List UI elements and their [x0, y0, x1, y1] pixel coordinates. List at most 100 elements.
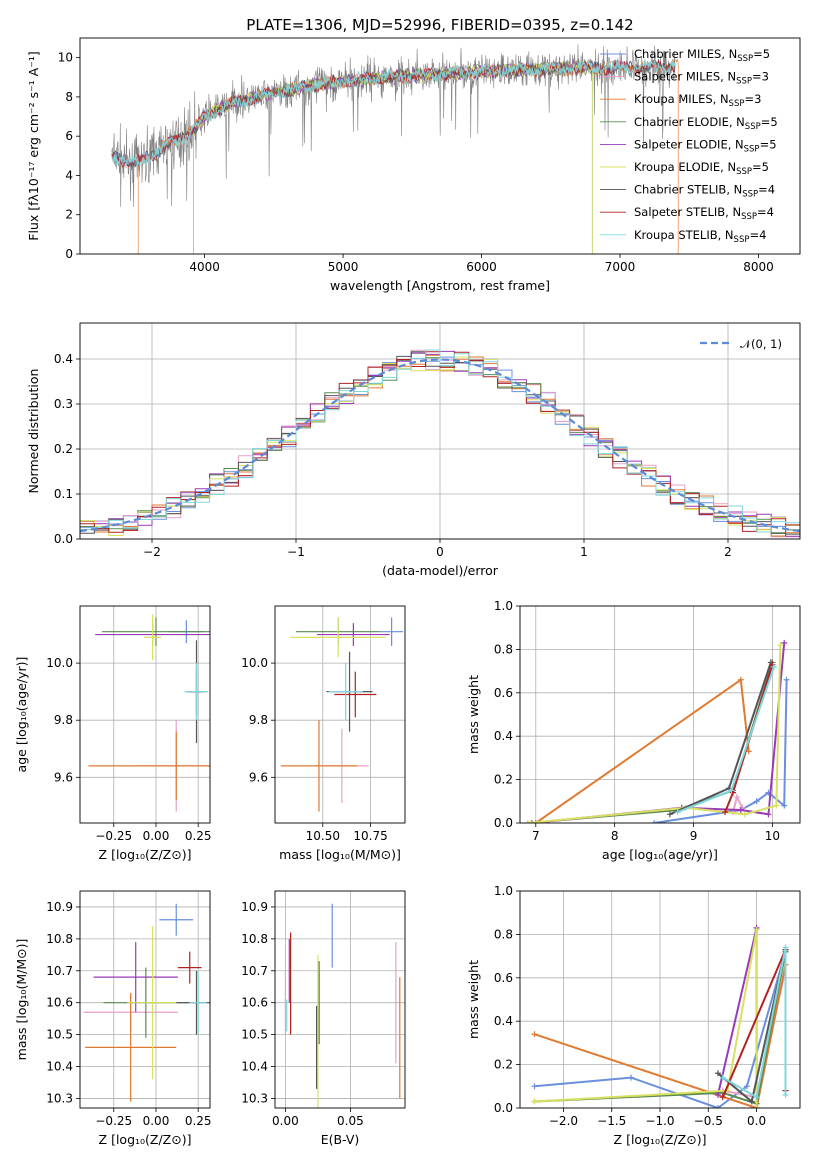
- y-tick-label: 0.4: [494, 729, 513, 743]
- mass-weight-point: [783, 676, 790, 683]
- y-tick-label: 10.7: [241, 964, 268, 978]
- y-tick-label: 10.6: [241, 996, 268, 1010]
- x-axis-label: Z [log₁₀(Z/Z⊙)]: [99, 1132, 192, 1147]
- y-axis-label: Flux [fλ10⁻¹⁷ erg cm⁻² s⁻¹ A⁻¹]: [26, 51, 41, 240]
- y-tick-label: 10.5: [241, 1028, 268, 1042]
- y-tick-label: 10.9: [46, 900, 73, 914]
- mass-weight-line: [669, 662, 772, 816]
- y-tick-label: 0.8: [494, 927, 513, 941]
- axes-frame: [79, 37, 801, 255]
- x-tick-label: 0.0: [747, 1114, 766, 1128]
- y-tick-label: 0.0: [494, 816, 513, 830]
- y-tick-label: 9.6: [249, 770, 268, 784]
- x-tick-label: −0.25: [95, 1114, 132, 1128]
- mass-weight-point: [528, 820, 535, 823]
- x-axis-label: wavelength [Angstrom, rest frame]: [330, 278, 550, 293]
- x-tick-label: 10: [765, 829, 780, 843]
- x-tick-label: 0.05: [337, 1114, 364, 1128]
- y-tick-label: 0.6: [494, 971, 513, 985]
- mass-weight-point: [753, 927, 760, 934]
- y-tick-label: 10: [58, 51, 73, 65]
- axes-frame: [519, 605, 801, 824]
- x-axis-label: E(B-V): [321, 1132, 360, 1147]
- mass-weight-line: [653, 679, 788, 823]
- axes-frame: [79, 605, 211, 824]
- x-axis-label: age [log₁₀(age/yr)]: [602, 847, 718, 862]
- y-tick-label: 0.2: [494, 1058, 513, 1072]
- panel-mass-vs-age: 10.50 10.75 9.6 9.8 10.0 mass [log₁₀(M/M⊙)]: [241, 605, 406, 862]
- y-tick-label: 0.8: [494, 642, 513, 656]
- mass-weight-point: [753, 798, 760, 805]
- y-tick-label: 10.6: [46, 996, 73, 1010]
- legend: Chabrier MILES, NSSP=5 Salpeter MILES, NS…: [600, 47, 778, 245]
- x-tick-label: 8: [611, 829, 619, 843]
- y-tick-label: 0.0: [494, 1101, 513, 1115]
- mass-weight-point: [741, 811, 748, 818]
- y-tick-label: 10.7: [46, 964, 73, 978]
- mass-weight-line: [527, 645, 782, 823]
- x-tick-label: 0.25: [185, 829, 212, 843]
- y-tick-label: 10.8: [241, 932, 268, 946]
- panel-residual-histogram: −2 −1 0 1 2 0.0 0.1 0.2 0.3 0.4 (data-model)/error…: [26, 322, 801, 578]
- plot-area: [80, 349, 800, 538]
- mass-weight-point: [674, 809, 681, 816]
- mass-weight-point: [714, 1091, 721, 1098]
- legend-label: Kroupa ELODIE, NSSP=5: [634, 160, 769, 177]
- mass-weight-point: [651, 820, 658, 823]
- plot-area: [284, 903, 401, 1108]
- x-tick-label: 0.00: [272, 1114, 299, 1128]
- mass-weight-point: [628, 1074, 635, 1081]
- y-axis-label: mass [log₁₀(M/M⊙)]: [14, 939, 29, 1061]
- y-tick-label: 2: [65, 208, 73, 222]
- x-tick-label: −1: [287, 545, 305, 559]
- y-axis-label: mass weight: [466, 960, 481, 1039]
- x-tick-label: −0.25: [95, 829, 132, 843]
- mass-weight-point: [782, 944, 789, 951]
- y-tick-label: 6: [65, 129, 73, 143]
- mass-weight-point: [719, 1094, 726, 1101]
- x-tick-label: 0.00: [143, 829, 170, 843]
- y-tick-label: 10.8: [46, 932, 73, 946]
- mass-weight-line: [716, 927, 758, 1108]
- y-tick-label: 9.8: [54, 713, 73, 727]
- legend-label: Chabrier STELIB, NSSP=4: [634, 183, 775, 200]
- mass-weight-point: [737, 806, 744, 813]
- x-tick-label: 2: [724, 545, 732, 559]
- legend-label: Kroupa STELIB, NSSP=4: [634, 228, 766, 245]
- normal-curve: [80, 358, 800, 533]
- mass-weight-point: [782, 1091, 789, 1098]
- legend-label: Chabrier MILES, NSSP=5: [634, 47, 770, 64]
- x-tick-label: 5000: [328, 260, 359, 274]
- legend-label: Kroupa MILES, NSSP=3: [634, 92, 761, 109]
- y-tick-label: 10.4: [241, 1060, 268, 1074]
- x-tick-label: 7: [532, 829, 540, 843]
- x-tick-label: 7000: [605, 260, 636, 274]
- x-tick-label: −2.0: [549, 1114, 578, 1128]
- legend-label: 𝒩(0, 1): [740, 337, 782, 351]
- panel-z-vs-age: −0.25 0.00 0.25 9.6 9.8 10.0 Z [log₁₀(Z/Z⊙)] ag…: [14, 605, 212, 862]
- y-tick-label: 0.2: [494, 773, 513, 787]
- x-axis-label: Z [log₁₀(Z/Z⊙)]: [99, 847, 192, 862]
- x-tick-label: 10.50: [306, 829, 340, 843]
- y-tick-label: 10.0: [46, 656, 73, 670]
- model-spectrum: [137, 58, 679, 254]
- mass-weight-point: [733, 793, 740, 800]
- mass-weight-point: [765, 811, 772, 818]
- x-tick-label: 0.25: [185, 1114, 212, 1128]
- mass-weight-point: [531, 1031, 538, 1038]
- mass-weight-line: [534, 929, 758, 1108]
- x-axis-label: mass [log₁₀(M/M⊙)]: [279, 847, 401, 862]
- plot-area: [524, 639, 790, 823]
- mass-weight-point: [531, 1098, 538, 1105]
- y-tick-label: 10.4: [46, 1060, 73, 1074]
- y-tick-label: 0.2: [54, 442, 73, 456]
- mass-weight-point: [532, 820, 539, 823]
- plot-area: [83, 903, 210, 1102]
- y-tick-label: 0: [65, 247, 73, 261]
- residual-histogram: [80, 349, 800, 533]
- x-tick-label: 9: [690, 829, 698, 843]
- y-tick-label: 0.4: [54, 352, 73, 366]
- x-tick-label: −1.0: [645, 1114, 674, 1128]
- y-axis-label: age [log₁₀(age/yr)]: [14, 657, 29, 773]
